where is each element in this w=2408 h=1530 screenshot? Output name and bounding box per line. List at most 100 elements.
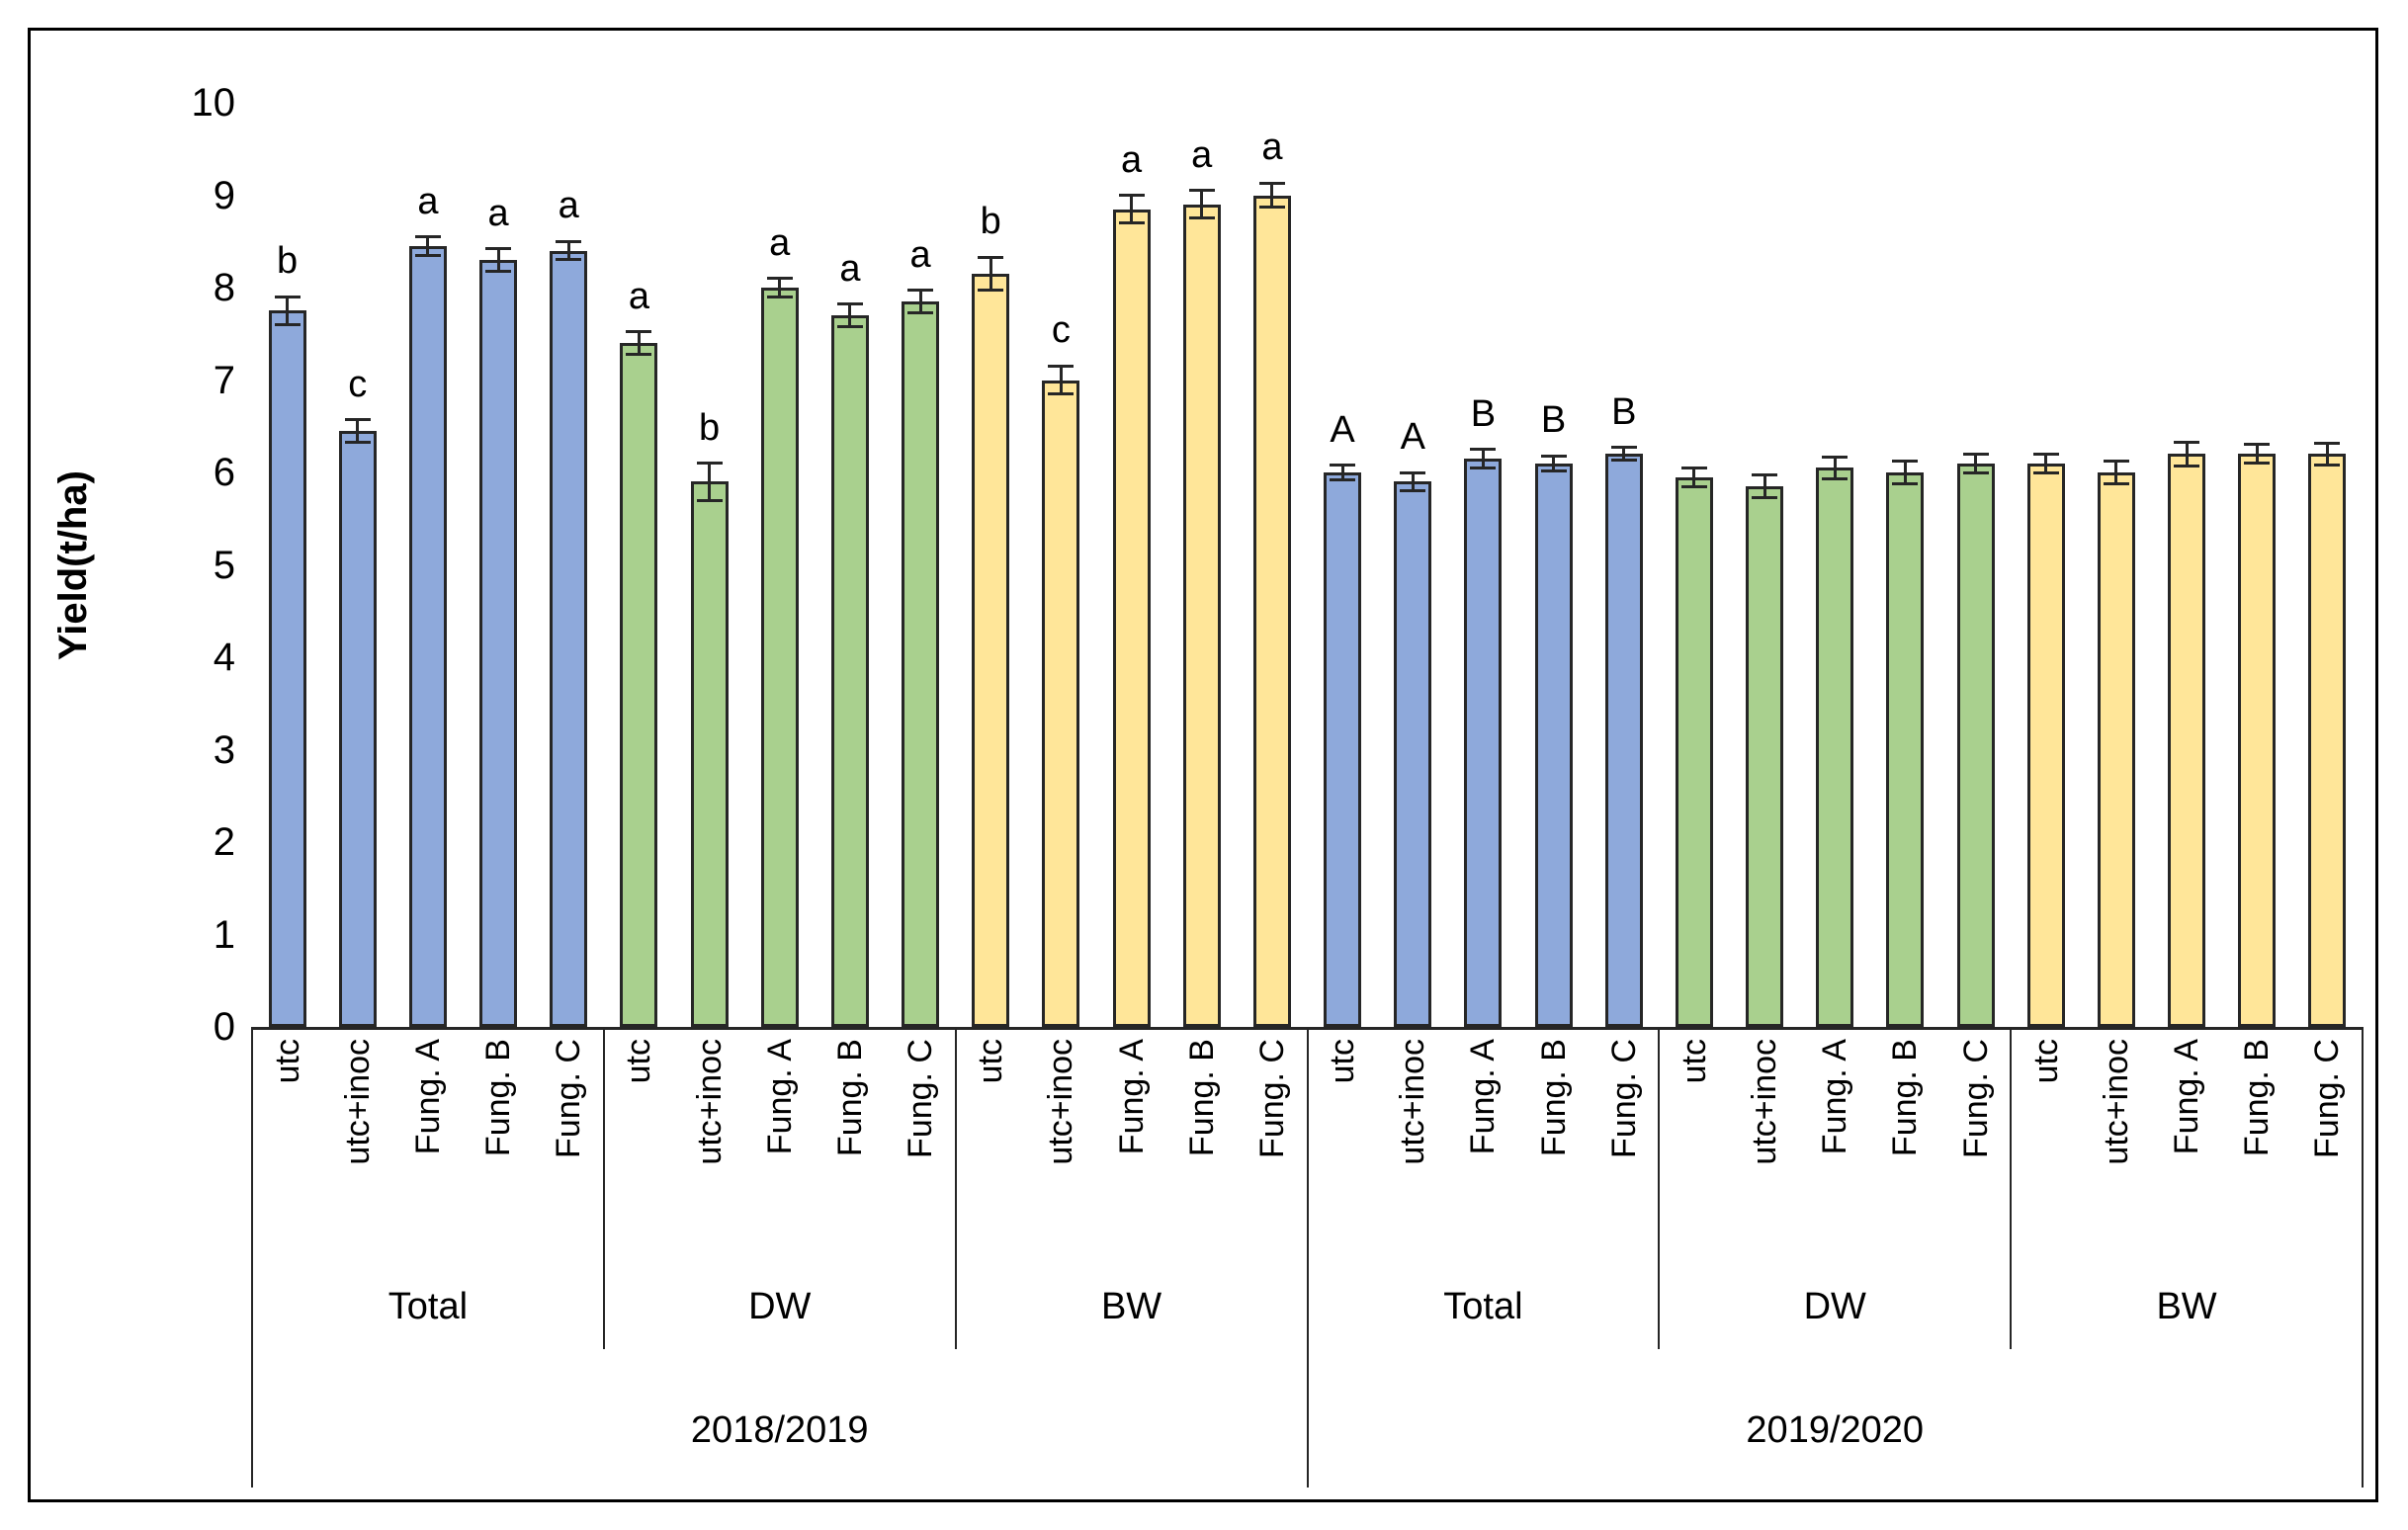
significance-letter: b [277, 240, 299, 283]
group-divider-line [2010, 1027, 2013, 1349]
error-bar-cap-top [1892, 460, 1919, 464]
y-axis-title: Yield(t/ha) [51, 470, 95, 660]
treatment-label: Fung. B [2238, 1039, 2277, 1157]
significance-letter: a [628, 275, 649, 317]
error-bar-cap-bottom [907, 310, 934, 314]
group-label: Total [1443, 1286, 1523, 1327]
y-tick-label: 6 [213, 451, 235, 494]
bar [2026, 463, 2065, 1027]
bar [2238, 454, 2277, 1027]
error-bar-cap-top [907, 289, 934, 293]
treatment-label: Fung. A [2168, 1039, 2206, 1155]
error-bar-cap-top [1330, 464, 1356, 468]
error-bar-cap-top [1400, 470, 1426, 474]
error-bar-line [989, 257, 992, 291]
y-tick-label: 1 [213, 912, 235, 957]
error-bar-cap-bottom [626, 352, 652, 356]
bar [1112, 209, 1151, 1027]
error-bar-cap-bottom [1822, 477, 1849, 481]
error-bar-cap-bottom [1610, 459, 1637, 463]
significance-letter: a [1191, 133, 1213, 176]
error-bar-cap-bottom [978, 289, 1004, 293]
error-bar-cap-bottom [766, 295, 793, 298]
treatment-label: Fung. B [1886, 1039, 1925, 1157]
bar [1324, 472, 1362, 1027]
bar [1675, 476, 1713, 1027]
error-bar-line [1130, 195, 1134, 223]
error-bar-line [356, 419, 360, 443]
bar [1534, 463, 1573, 1027]
treatment-label: utc+inoc [1394, 1039, 1432, 1165]
error-bar-line [1622, 447, 1626, 461]
error-bar-cap-top [836, 302, 863, 306]
error-bar-line [496, 248, 500, 272]
treatment-label: Fung. A [408, 1039, 447, 1155]
error-bar-line [2044, 454, 2048, 472]
treatment-label: Fung. B [1182, 1039, 1221, 1157]
error-bar-cap-bottom [2314, 464, 2341, 468]
treatment-label: Fung. A [1112, 1039, 1151, 1155]
error-bar-line [1411, 472, 1415, 491]
error-bar-line [1692, 468, 1696, 486]
error-bar-line [1552, 456, 1556, 471]
significance-letter: a [417, 180, 439, 222]
significance-letter: a [839, 247, 861, 290]
bar [1394, 481, 1432, 1027]
error-bar-cap-bottom [1470, 466, 1497, 469]
error-bar-cap-bottom [2103, 481, 2129, 485]
significance-letter: A [1400, 416, 1425, 458]
error-bar-cap-bottom [1752, 495, 1778, 499]
significance-letter: B [1611, 390, 1637, 433]
error-bar-cap-bottom [2244, 462, 2271, 466]
error-bar-line [2255, 444, 2259, 464]
treatment-label: Fung. A [760, 1039, 799, 1155]
y-tick-label: 0 [213, 1005, 235, 1049]
error-bar-line [1903, 461, 1907, 484]
treatment-label: utc+inoc [338, 1039, 377, 1165]
error-bar-cap-bottom [1680, 484, 1707, 488]
error-bar-cap-bottom [1540, 468, 1567, 472]
bar [620, 343, 658, 1027]
bar [690, 481, 729, 1027]
group-label: DW [1803, 1286, 1866, 1327]
y-tick-label: 3 [213, 727, 235, 772]
bar [479, 259, 518, 1027]
group-divider-line [1658, 1027, 1661, 1349]
treatment-label: utc+inoc [2097, 1039, 2135, 1165]
group-label: BW [1100, 1286, 1162, 1327]
significance-letter: a [558, 185, 579, 227]
y-tick-label: 9 [213, 173, 235, 217]
error-bar-line [1763, 474, 1766, 498]
error-bar-cap-bottom [2032, 470, 2059, 474]
error-bar-cap-top [2174, 440, 2200, 444]
bar [550, 250, 588, 1027]
significance-letter: b [980, 201, 1001, 243]
error-bar-cap-top [1822, 455, 1849, 459]
error-bar-line [286, 297, 290, 325]
treatment-label: Fung. C [1252, 1039, 1291, 1158]
group-divider-line [602, 1027, 605, 1349]
error-bar-line [1270, 183, 1274, 208]
error-bar-line [426, 236, 430, 256]
bar [2308, 454, 2347, 1027]
significance-letter: a [487, 192, 509, 234]
season-divider-line [2362, 1027, 2364, 1488]
bar [830, 315, 869, 1027]
treatment-label: utc+inoc [1042, 1039, 1080, 1165]
bar [338, 430, 377, 1027]
error-bar-cap-top [2032, 452, 2059, 456]
error-bar-cap-top [766, 277, 793, 281]
season-divider-line [251, 1027, 253, 1488]
bar [1042, 380, 1080, 1027]
error-bar-cap-bottom [2174, 464, 2200, 468]
significance-letter: B [1540, 399, 1567, 442]
significance-letter: A [1330, 408, 1355, 451]
treatment-label: Fung. C [2308, 1039, 2347, 1158]
error-bar-cap-bottom [1962, 470, 1989, 474]
error-bar-cap-bottom [1892, 481, 1919, 485]
season-label: 2019/2020 [1746, 1409, 1925, 1451]
error-bar-cap-top [1188, 189, 1215, 193]
treatment-label: utc [1324, 1039, 1362, 1084]
error-bar-line [1200, 190, 1204, 218]
error-bar-cap-top [1610, 446, 1637, 450]
